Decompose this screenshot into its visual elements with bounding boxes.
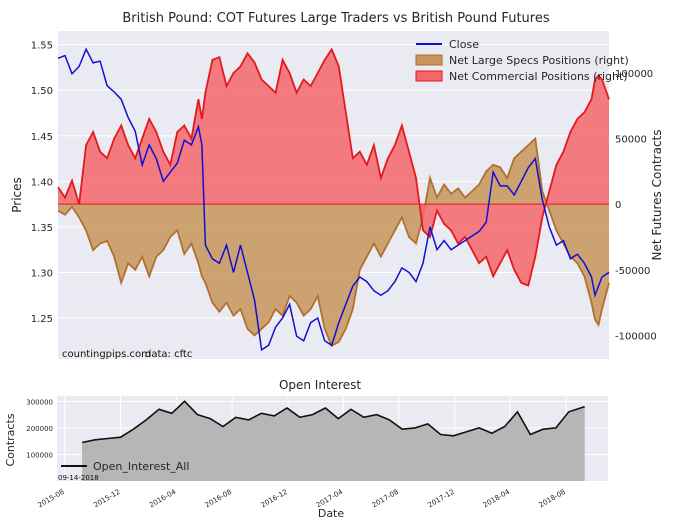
legend-comm-swatch [415, 70, 443, 82]
date-annotation: 09-14-2018 [58, 474, 99, 482]
source-text: data: cftc [145, 349, 192, 360]
oi-y-tick-label: 200000 [26, 425, 53, 433]
oi-y-axis-label: Contracts [4, 413, 17, 466]
right-tick-label: -100000 [615, 331, 657, 342]
left-tick-label: 1.45 [31, 132, 53, 143]
watermark-text: countingpips.com [62, 349, 151, 360]
specs-series-area [58, 138, 609, 346]
left-axis-ticks: 1.25 1.30 1.35 1.40 1.45 1.50 1.55 [31, 41, 53, 325]
oi-x-tick-label: 2016-12 [260, 488, 289, 510]
oi-x-tick-label: 2018-08 [538, 488, 567, 510]
oi-x-tick-label: 2018-04 [482, 488, 512, 510]
oi-legend: Open_Interest_All [61, 460, 189, 473]
legend-specs-label: Net Large Specs Positions (right) [449, 54, 629, 67]
legend-specs-swatch [415, 54, 443, 66]
left-tick-label: 1.25 [31, 314, 53, 325]
oi-x-tick-label: 2016-08 [204, 488, 233, 510]
comm-series-area [58, 49, 609, 286]
oi-x-tick-label: 2016-04 [148, 488, 178, 510]
oi-x-tick-label: 2017-12 [426, 488, 455, 510]
left-tick-label: 1.50 [31, 86, 53, 97]
right-tick-label: 100000 [615, 69, 653, 80]
left-tick-label: 1.40 [31, 177, 53, 188]
left-tick-label: 1.35 [31, 223, 53, 234]
main-legend: Close Net Large Specs Positions (right) … [415, 38, 629, 83]
left-tick-label: 1.30 [31, 268, 53, 279]
right-axis-ticks: -100000 -50000 0 50000 100000 [615, 69, 657, 342]
right-tick-label: 0 [615, 200, 621, 211]
oi-y-tick-label: 300000 [26, 398, 53, 406]
comm-series-line [57, 47, 610, 287]
oi-x-axis-label: Date [318, 507, 345, 520]
specs-series-line [57, 136, 610, 348]
main-chart-title: British Pound: COT Futures Large Traders… [122, 11, 549, 26]
right-axis-label: Net Futures Contracts [650, 129, 664, 260]
main-series-group [57, 47, 610, 352]
oi-series-area [82, 401, 585, 481]
oi-x-tick-label: 2015-08 [36, 488, 65, 510]
legend-comm-label: Net Commercial Positions (right) [449, 70, 628, 83]
oi-x-tick-label: 2015-12 [92, 488, 121, 510]
close-series-line [57, 47, 610, 352]
oi-series-line [81, 400, 585, 444]
oi-chart-title: Open Interest [279, 378, 361, 392]
left-axis-label: Prices [10, 177, 24, 213]
oi-series-group [81, 400, 585, 481]
legend-oi-label: Open_Interest_All [93, 460, 189, 473]
oi-y-ticks: 100000 200000 300000 [26, 398, 53, 459]
left-tick-label: 1.55 [31, 41, 53, 52]
legend-close-label: Close [449, 38, 479, 51]
right-tick-label: 50000 [615, 135, 647, 146]
oi-x-ticks: 2015-08 2015-12 2016-04 2016-08 2016-12 2017-… [36, 488, 566, 510]
oi-x-tick-label: 2017-08 [371, 488, 400, 510]
right-tick-label: -50000 [615, 266, 650, 277]
oi-y-tick-label: 100000 [26, 451, 53, 459]
